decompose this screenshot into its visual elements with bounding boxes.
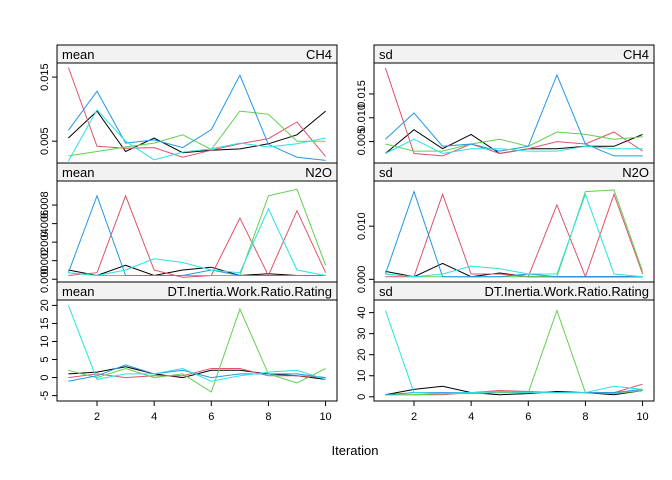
series-line-5 bbox=[68, 207, 326, 277]
series-line-4 bbox=[67, 74, 326, 161]
strip-stat-label: mean bbox=[62, 47, 95, 62]
panel-sd-dt-inertia-work-ratio-rating: sd DT.Inertia.Work.Ratio.Rating 0 10 20 30 40 2… bbox=[356, 281, 655, 423]
strip-stat-label: mean bbox=[62, 284, 95, 299]
panel-border bbox=[56, 299, 338, 402]
y-tick-label: 20 bbox=[356, 349, 368, 361]
series-line-3 bbox=[68, 110, 326, 157]
strip-stat-label: mean bbox=[62, 165, 95, 180]
series-line-5 bbox=[385, 192, 643, 278]
y-tick-label: 5 bbox=[39, 356, 51, 362]
panel-strip bbox=[373, 162, 655, 182]
panel-mean-ch4: mean CH4 0.005 0.015 bbox=[39, 44, 338, 164]
strip-variable-label: N2O bbox=[305, 165, 332, 180]
strip-stat-label: sd bbox=[379, 47, 393, 62]
series-line-2 bbox=[384, 67, 643, 157]
series-line-2 bbox=[68, 368, 326, 379]
y-tick-label: 0 bbox=[356, 394, 368, 400]
strip-variable-label: N2O bbox=[622, 165, 649, 180]
x-tick-label: 8 bbox=[582, 411, 588, 423]
series-line-4 bbox=[384, 190, 643, 278]
panel-strip bbox=[373, 44, 655, 64]
y-tick-label: 15 bbox=[39, 317, 51, 329]
series-line-1 bbox=[385, 385, 643, 396]
series-lines bbox=[67, 305, 326, 393]
series-line-5 bbox=[384, 310, 643, 395]
series-lines bbox=[384, 308, 643, 396]
series-line-4 bbox=[385, 73, 643, 157]
series-lines bbox=[384, 67, 643, 157]
strip-variable-label: DT.Inertia.Work.Ratio.Rating bbox=[168, 284, 333, 299]
y-tick-label: 10 bbox=[39, 335, 51, 347]
series-line-2 bbox=[67, 67, 326, 158]
y-tick-label: 10 bbox=[356, 370, 368, 382]
y-tick-label: 40 bbox=[356, 307, 368, 319]
y-tick-label: 0 bbox=[39, 374, 51, 380]
series-line-1 bbox=[68, 110, 326, 154]
strip-stat-label: sd bbox=[379, 165, 393, 180]
x-tick-label: 2 bbox=[94, 411, 100, 423]
y-tick-label: 0.008 bbox=[39, 191, 51, 219]
x-tick-label: 6 bbox=[525, 411, 531, 423]
y-tick-label: 0.000 bbox=[356, 266, 368, 294]
y-tick-label: 20 bbox=[39, 299, 51, 311]
x-tick-label: 2 bbox=[411, 411, 417, 423]
strip-stat-label: sd bbox=[379, 284, 393, 299]
x-tick-label: 10 bbox=[636, 411, 648, 423]
panel-mean-dt-inertia-work-ratio-rating: mean DT.Inertia.Work.Ratio.Rating -5 0 5 10 15… bbox=[39, 281, 338, 423]
series-line-5 bbox=[67, 108, 326, 162]
strip-variable-label: DT.Inertia.Work.Ratio.Rating bbox=[485, 284, 650, 299]
panel-border bbox=[373, 299, 655, 402]
x-axis-label: Iteration bbox=[332, 443, 379, 458]
y-tick-label: 0.015 bbox=[39, 63, 51, 91]
series-line-3 bbox=[385, 308, 643, 396]
series-lines bbox=[67, 188, 327, 278]
series-lines bbox=[384, 189, 644, 279]
strip-variable-label: CH4 bbox=[306, 47, 332, 62]
y-tick-label: -5 bbox=[39, 391, 51, 401]
series-line-3 bbox=[68, 188, 327, 276]
series-line-3 bbox=[385, 131, 643, 152]
series-line-2 bbox=[385, 192, 644, 279]
series-line-5 bbox=[67, 305, 326, 382]
panel-sd-n2o: sd N2O 0.000 0.010 bbox=[356, 162, 655, 294]
panel-strip bbox=[56, 162, 338, 182]
panel-border bbox=[373, 62, 655, 164]
series-line-1 bbox=[385, 262, 643, 278]
y-tick-label: 0.015 bbox=[356, 80, 368, 108]
y-tick-label: 0.010 bbox=[356, 212, 368, 240]
x-tick-label: 4 bbox=[468, 411, 474, 423]
series-line-4 bbox=[68, 364, 326, 382]
y-tick-label: 0.002 bbox=[39, 247, 51, 275]
series-line-1 bbox=[68, 264, 326, 277]
y-tick-label: 0.005 bbox=[39, 127, 51, 155]
series-line-4 bbox=[67, 194, 326, 276]
series-line-3 bbox=[385, 189, 644, 278]
y-tick-label: 30 bbox=[356, 328, 368, 340]
x-tick-label: 10 bbox=[319, 411, 331, 423]
y-tick-label: 0.006 bbox=[39, 210, 51, 238]
series-line-3 bbox=[68, 307, 326, 393]
x-tick-label: 8 bbox=[265, 411, 271, 423]
y-tick-label: 0.004 bbox=[39, 228, 51, 256]
strip-variable-label: CH4 bbox=[623, 47, 649, 62]
y-tick-label: 0.005 bbox=[356, 128, 368, 156]
series-lines bbox=[67, 67, 326, 162]
panel-strip bbox=[56, 44, 338, 64]
panel-border bbox=[56, 62, 338, 164]
series-line-5 bbox=[385, 138, 643, 155]
y-tick-label: 0.010 bbox=[356, 104, 368, 132]
series-line-2 bbox=[68, 194, 327, 278]
x-tick-label: 6 bbox=[208, 411, 214, 423]
x-tick-label: 4 bbox=[151, 411, 157, 423]
y-tick-label: 0.000 bbox=[39, 265, 51, 293]
